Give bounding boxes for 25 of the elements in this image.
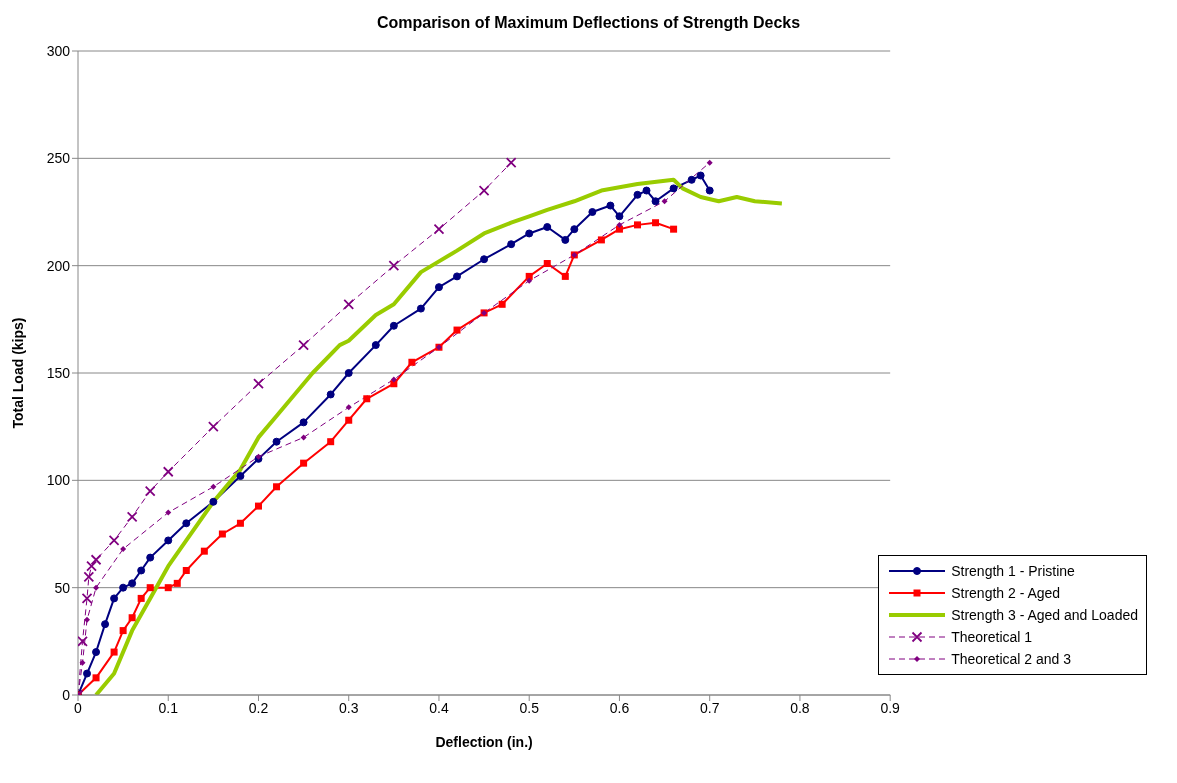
x-axis-title: Deflection (in.) [435, 734, 533, 750]
y-tick-label: 50 [54, 579, 71, 596]
x-tick-label: 0 [74, 699, 83, 716]
y-tick-label: 150 [46, 364, 71, 381]
y-axis-title: Total Load (kips) [9, 317, 26, 429]
x-tick-label: 0.7 [699, 699, 720, 716]
x-tick-label: 0.4 [429, 699, 449, 716]
y-tick-label: 250 [46, 150, 71, 167]
y-tick-label: 100 [46, 472, 71, 489]
x-tick-label: 0.8 [790, 699, 810, 716]
x-tick-label: 0.6 [609, 699, 630, 716]
y-tick-label: 200 [46, 257, 71, 274]
legend-label: Strength 3 - Aged and Loaded [951, 607, 1138, 623]
legend-label: Strength 1 - Pristine [951, 563, 1075, 579]
x-tick-label: 0.2 [248, 699, 269, 716]
x-tick-label: 0.5 [519, 699, 540, 716]
legend-label: Theoretical 1 [951, 629, 1033, 645]
y-tick-label: 300 [46, 42, 71, 59]
legend-label: Theoretical 2 and 3 [951, 651, 1072, 667]
x-tick-label: 0.9 [880, 699, 901, 716]
x-tick-label: 0.1 [158, 699, 179, 716]
chart-title: Comparison of Maximum Deflections of Strength Decks [375, 14, 802, 32]
y-tick-label: 0 [62, 686, 71, 703]
x-tick-label: 0.3 [338, 699, 359, 716]
legend-label: Strength 2 - Aged [951, 585, 1061, 601]
